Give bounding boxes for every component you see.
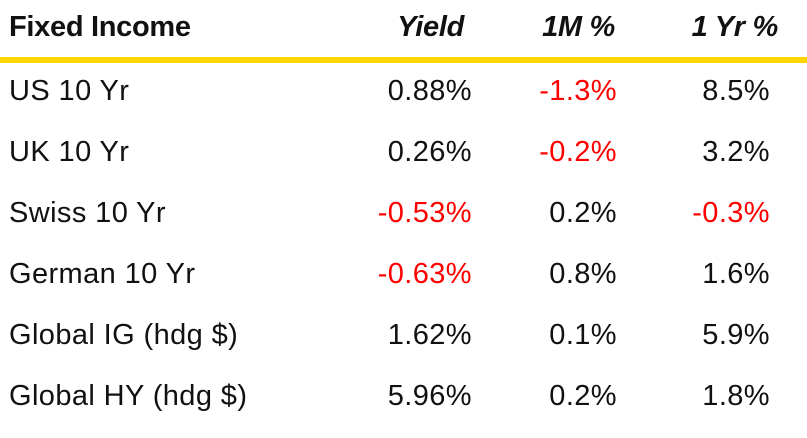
row-1yr: 5.9%: [702, 319, 770, 351]
table-header: Fixed Income Yield 1M % 1 Yr %: [0, 0, 807, 57]
row-1m: -1.3%: [539, 75, 617, 107]
row-yield: 1.62%: [387, 319, 472, 351]
row-yield: 0.26%: [387, 136, 472, 168]
row-name: UK 10 Yr: [9, 136, 130, 168]
row-1yr: -0.3%: [692, 197, 770, 229]
table-row: Global IG (hdg $) 1.62% 0.1% 5.9%: [0, 307, 807, 368]
row-1m: -0.2%: [539, 136, 617, 168]
header-fixed-income: Fixed Income: [9, 11, 191, 43]
header-yield: Yield: [397, 11, 464, 43]
row-1m: 0.2%: [549, 197, 617, 229]
table-row: Global HY (hdg $) 5.96% 0.2% 1.8%: [0, 368, 807, 429]
row-1yr: 1.6%: [702, 258, 770, 290]
row-yield: -0.63%: [377, 258, 472, 290]
header-1m-pct: 1M %: [542, 11, 615, 43]
row-1m: 0.8%: [549, 258, 617, 290]
row-1yr: 1.8%: [702, 380, 770, 412]
row-1m: 0.1%: [549, 319, 617, 351]
row-1yr: 3.2%: [702, 136, 770, 168]
row-1yr: 8.5%: [702, 75, 770, 107]
header-divider: [0, 57, 807, 63]
header-1yr-pct: 1 Yr %: [691, 11, 779, 43]
row-yield: -0.53%: [377, 197, 472, 229]
table-row: US 10 Yr 0.88% -1.3% 8.5%: [0, 63, 807, 124]
row-yield: 5.96%: [387, 380, 472, 412]
row-yield: 0.88%: [387, 75, 472, 107]
row-name: Swiss 10 Yr: [9, 197, 166, 229]
row-name: Global IG (hdg $): [9, 319, 239, 351]
table-row: German 10 Yr -0.63% 0.8% 1.6%: [0, 246, 807, 307]
table-row: Swiss 10 Yr -0.53% 0.2% -0.3%: [0, 185, 807, 246]
table-row: UK 10 Yr 0.26% -0.2% 3.2%: [0, 124, 807, 185]
row-name: Global HY (hdg $): [9, 380, 248, 412]
row-name: German 10 Yr: [9, 258, 196, 290]
row-1m: 0.2%: [549, 380, 617, 412]
row-name: US 10 Yr: [9, 75, 130, 107]
